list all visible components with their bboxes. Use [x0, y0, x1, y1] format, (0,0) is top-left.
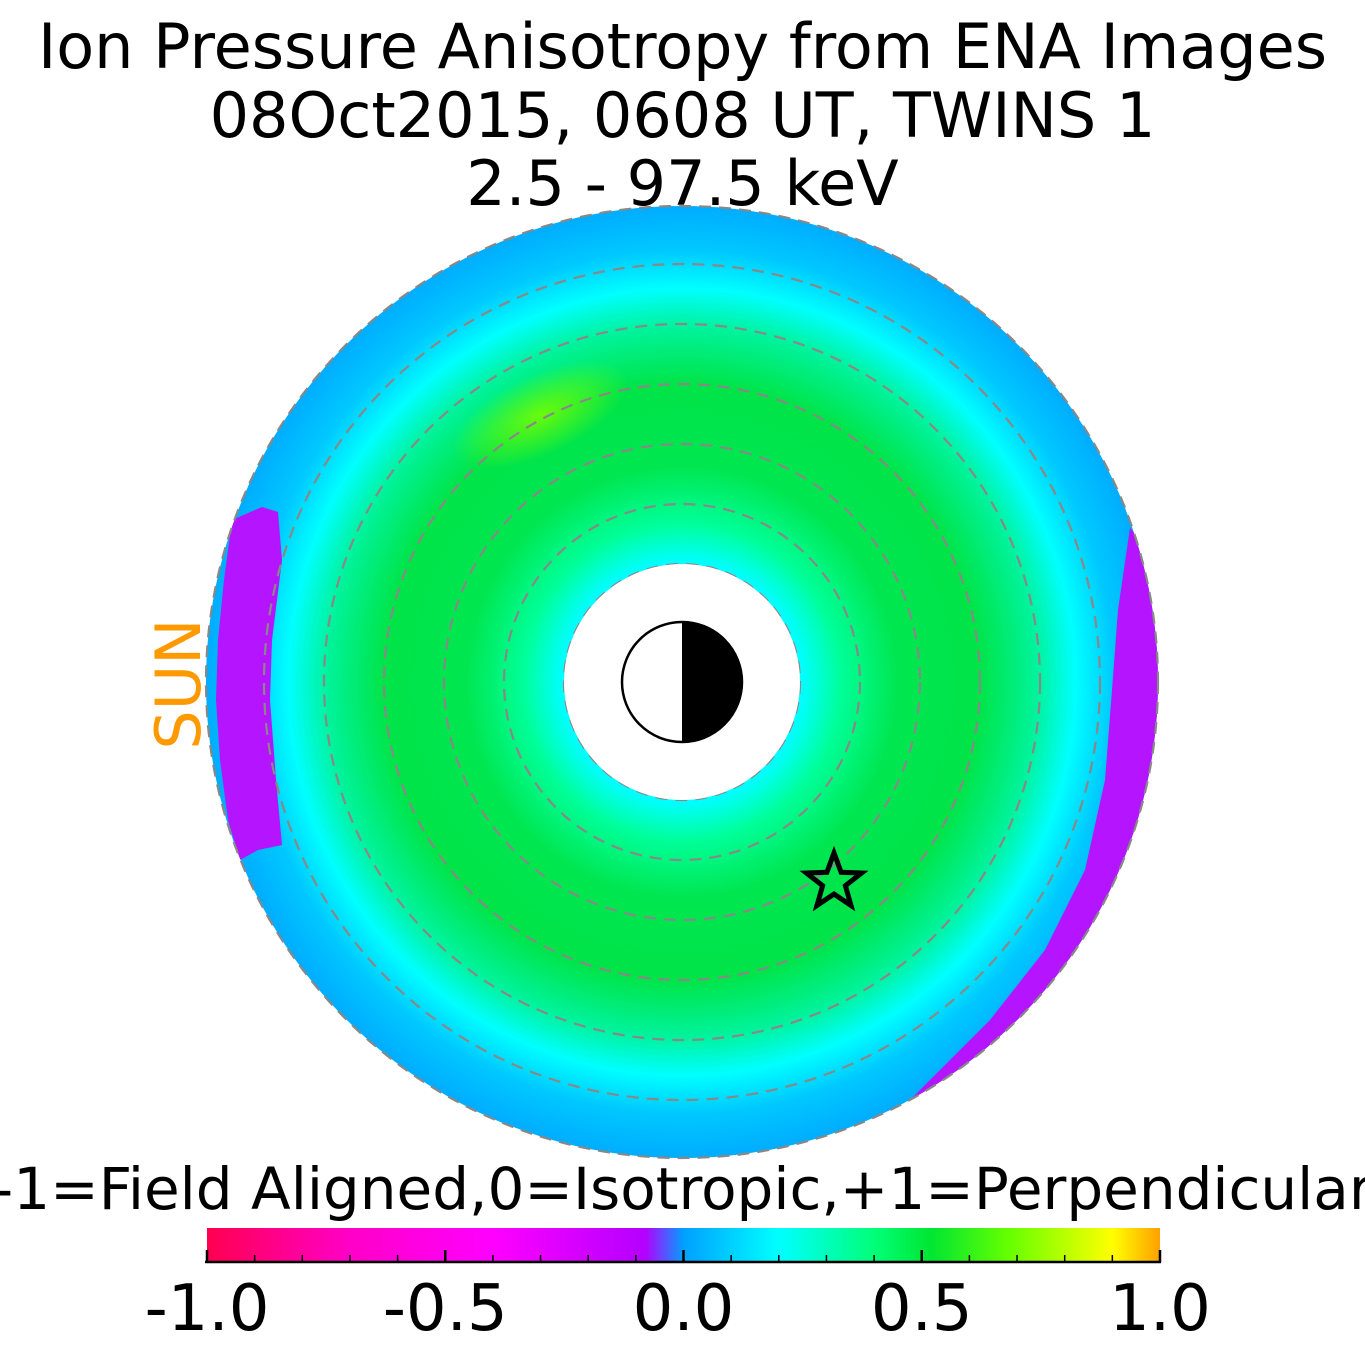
colorbar-tick-labels: -1.0 -0.5 0.0 0.5 1.0	[145, 1272, 1211, 1346]
grid-ring-7	[204, 204, 1160, 1160]
colorbar-label: -1=Field Aligned,0=Isotropic,+1=Perpendi…	[0, 1155, 1365, 1223]
star-marker-icon	[799, 845, 869, 912]
colorbar-tick-label: 1.0	[1109, 1272, 1211, 1346]
grid-ring-2	[502, 502, 862, 862]
colorbar-tick-label: 0.0	[633, 1272, 735, 1346]
grid-ring-4	[382, 382, 982, 982]
sun-label: SUN	[142, 618, 215, 749]
dayside-purple-region	[216, 507, 282, 860]
earth-icon	[620, 620, 744, 744]
title-line-3: 2.5 - 97.5 keV	[466, 147, 899, 220]
colorbar-ticks	[205, 1250, 1162, 1262]
colorbar-tick-label: -1.0	[145, 1272, 270, 1346]
duskside-purple-region	[890, 528, 1158, 1120]
colorbar-tick-label: -0.5	[383, 1272, 508, 1346]
green-glow-region	[452, 360, 628, 470]
grid-ring-3	[442, 442, 922, 922]
colorbar-tick-label: 0.5	[871, 1272, 973, 1346]
title-line-2: 08Oct2015, 0608 UT, TWINS 1	[209, 79, 1156, 152]
title-line-1: Ion Pressure Anisotropy from ENA Images	[37, 10, 1328, 83]
grid-ring-5	[322, 322, 1042, 1042]
grid-ring-6	[262, 262, 1102, 1102]
